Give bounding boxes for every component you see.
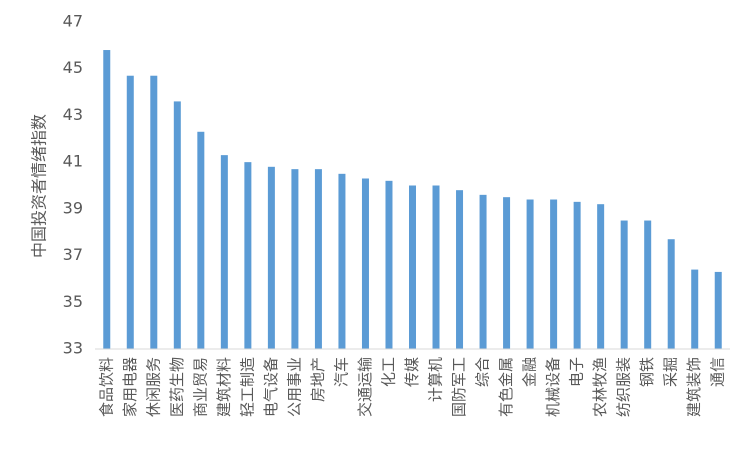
y-tick-label: 37 [63,245,83,264]
bar [503,197,511,349]
bar [409,185,416,349]
y-tick-label: 43 [63,105,83,124]
bar [479,194,487,349]
bar [244,162,252,349]
x-tick-label: 机械设备 [544,357,562,417]
bar [103,50,111,350]
bar [526,199,534,349]
bar [644,220,652,349]
bar [173,101,181,350]
x-tick-label: 通信 [709,357,727,387]
x-tick-label: 传媒 [403,357,421,387]
x-tick-label: 家用电器 [121,357,139,417]
bar [361,178,369,349]
x-tick-label: 汽车 [332,357,350,387]
bar [291,169,299,349]
x-tick-label: 商业贸易 [191,357,209,417]
y-tick-label: 35 [63,292,83,311]
x-tick-label: 国防军工 [450,357,468,417]
x-tick-label: 农林牧渔 [591,357,609,417]
bar [573,201,581,349]
bar [620,220,628,349]
x-tick-label: 计算机 [427,357,445,402]
x-tick-label: 纺织服装 [615,357,633,417]
x-tick-label: 医药生物 [168,357,186,417]
x-tick-label: 休闲服务 [144,357,162,417]
bar [667,239,675,349]
x-tick-label: 钢铁 [638,357,656,387]
x-tick-label: 轻工制造 [238,357,256,417]
x-tick-label: 房地产 [309,357,327,402]
x-tick-label: 采掘 [662,357,680,387]
bar [385,180,393,349]
bar [126,75,134,349]
bar [691,269,699,349]
x-tick-label: 建筑装饰 [685,357,703,417]
bar [714,271,722,349]
bar [314,169,322,349]
bar [550,199,558,349]
x-tick-label: 有色金属 [497,357,515,417]
x-tick-label: 化工 [379,357,397,387]
y-tick-label: 41 [63,152,83,171]
x-tick-label: 电气设备 [262,357,280,417]
x-tick-label: 食品饮料 [97,357,115,417]
x-tick-label: 综合 [474,357,492,387]
bar [220,155,228,349]
y-tick-label: 39 [63,198,83,217]
y-tick-label: 33 [63,339,83,358]
x-tick-label: 建筑材料 [215,357,233,417]
x-tick-label: 金融 [521,357,539,387]
x-tick-label: 交通运输 [356,357,374,417]
y-tick-label: 45 [63,58,83,77]
bar [338,173,346,349]
x-tick-label: 电子 [568,357,586,387]
bar [150,75,158,349]
x-tick-label: 公用事业 [285,357,303,417]
bar [597,204,605,349]
y-tick-label: 47 [63,12,83,31]
bar [197,131,205,349]
y-axis-label: 中国投资者情绪指数 [30,114,49,258]
bar [267,166,275,349]
bar [456,190,464,349]
bar [432,185,440,349]
